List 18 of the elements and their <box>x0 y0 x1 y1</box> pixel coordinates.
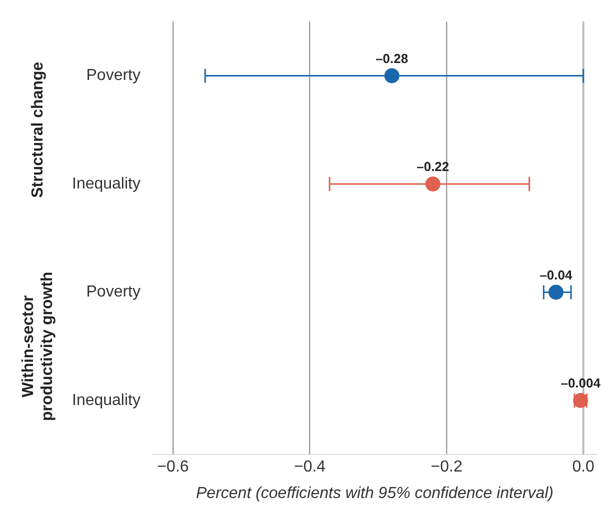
y-tick-label: Inequality <box>72 392 140 409</box>
text: Within-sector productivity growth <box>20 272 56 422</box>
y-tick-label: Inequality <box>72 175 140 192</box>
x-tick-label: −0.4 <box>294 458 326 476</box>
data-label: –0.004 <box>560 376 602 391</box>
data-label: –0.28 <box>376 50 408 66</box>
y-tick-label: Poverty <box>86 67 140 84</box>
point <box>548 284 564 300</box>
x-axis-title: Percent (coefficients with 95% confidence interval) <box>196 484 554 502</box>
text: Structural change <box>29 62 46 198</box>
point <box>384 68 400 84</box>
x-tick-label: −0.6 <box>157 458 189 476</box>
point <box>425 176 440 192</box>
data-label: –0.04 <box>540 267 573 282</box>
x-tick-label: 0.0 <box>572 458 595 476</box>
data-label: –0.22 <box>416 159 450 174</box>
x-tick-label: −0.2 <box>430 458 462 476</box>
y-tick-label: Poverty <box>86 284 140 301</box>
